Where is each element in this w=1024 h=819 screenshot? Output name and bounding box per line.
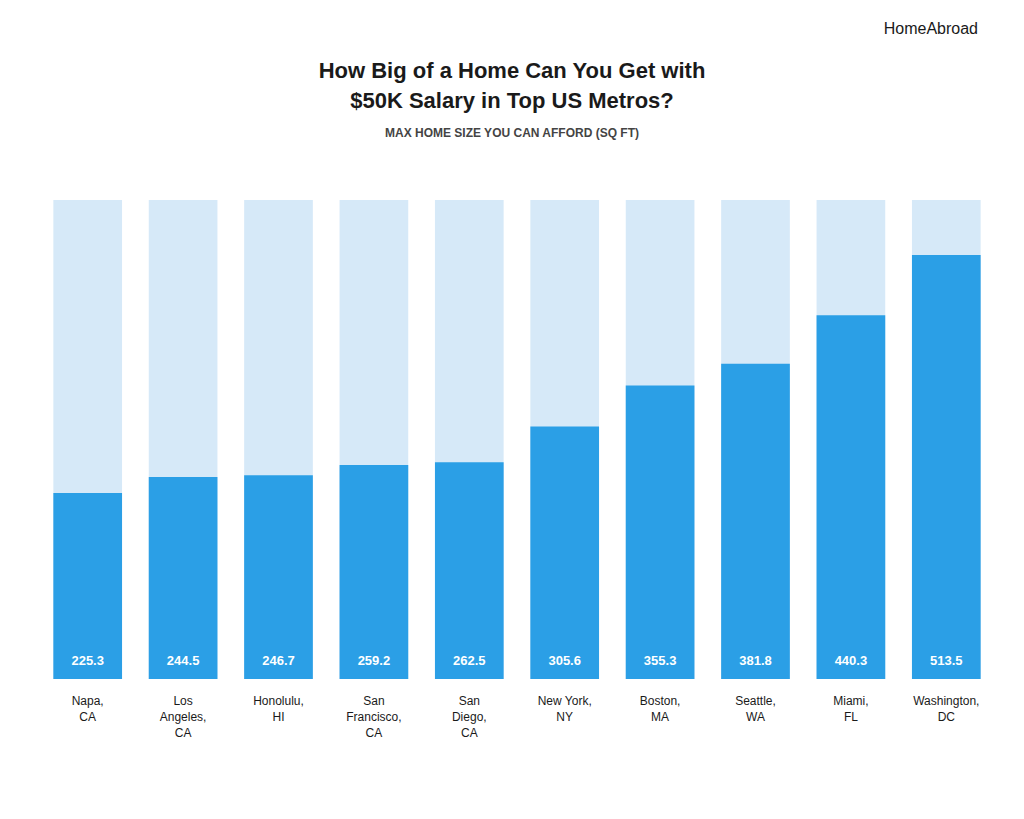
svg-text:CA: CA (175, 726, 192, 740)
svg-text:MAX HOME SIZE YOU CAN AFFORD (: MAX HOME SIZE YOU CAN AFFORD (SQ FT) (385, 126, 639, 140)
svg-text:Los: Los (173, 694, 192, 708)
svg-text:FL: FL (844, 710, 858, 724)
svg-text:244.5: 244.5 (167, 653, 200, 668)
svg-text:MA: MA (651, 710, 669, 724)
svg-text:NY: NY (556, 710, 573, 724)
svg-text:513.5: 513.5 (930, 653, 963, 668)
svg-text:CA: CA (461, 726, 478, 740)
svg-text:Miami,: Miami, (833, 694, 868, 708)
svg-text:355.3: 355.3 (644, 653, 677, 668)
svg-text:New York,: New York, (538, 694, 592, 708)
svg-text:225.3: 225.3 (71, 653, 104, 668)
svg-text:How Big of a Home Can You Get: How Big of a Home Can You Get with (319, 58, 706, 83)
svg-text:259.2: 259.2 (358, 653, 391, 668)
svg-text:HomeAbroad: HomeAbroad (884, 20, 978, 37)
svg-text:440.3: 440.3 (835, 653, 868, 668)
svg-text:Diego,: Diego, (452, 710, 487, 724)
svg-text:Boston,: Boston, (640, 694, 681, 708)
svg-text:262.5: 262.5 (453, 653, 486, 668)
svg-text:Napa,: Napa, (72, 694, 104, 708)
svg-text:CA: CA (366, 726, 383, 740)
svg-text:381.8: 381.8 (739, 653, 772, 668)
svg-text:246.7: 246.7 (262, 653, 295, 668)
svg-text:Seattle,: Seattle, (735, 694, 776, 708)
svg-text:CA: CA (79, 710, 96, 724)
svg-text:WA: WA (746, 710, 765, 724)
svg-text:Francisco,: Francisco, (346, 710, 401, 724)
svg-text:San: San (459, 694, 480, 708)
svg-text:Washington,: Washington, (913, 694, 979, 708)
svg-text:Angeles,: Angeles, (160, 710, 207, 724)
svg-text:305.6: 305.6 (548, 653, 581, 668)
svg-text:DC: DC (938, 710, 956, 724)
svg-text:HI: HI (273, 710, 285, 724)
svg-text:San: San (363, 694, 384, 708)
svg-text:$50K Salary in Top US Metros?: $50K Salary in Top US Metros? (350, 88, 674, 113)
svg-text:Honolulu,: Honolulu, (253, 694, 304, 708)
